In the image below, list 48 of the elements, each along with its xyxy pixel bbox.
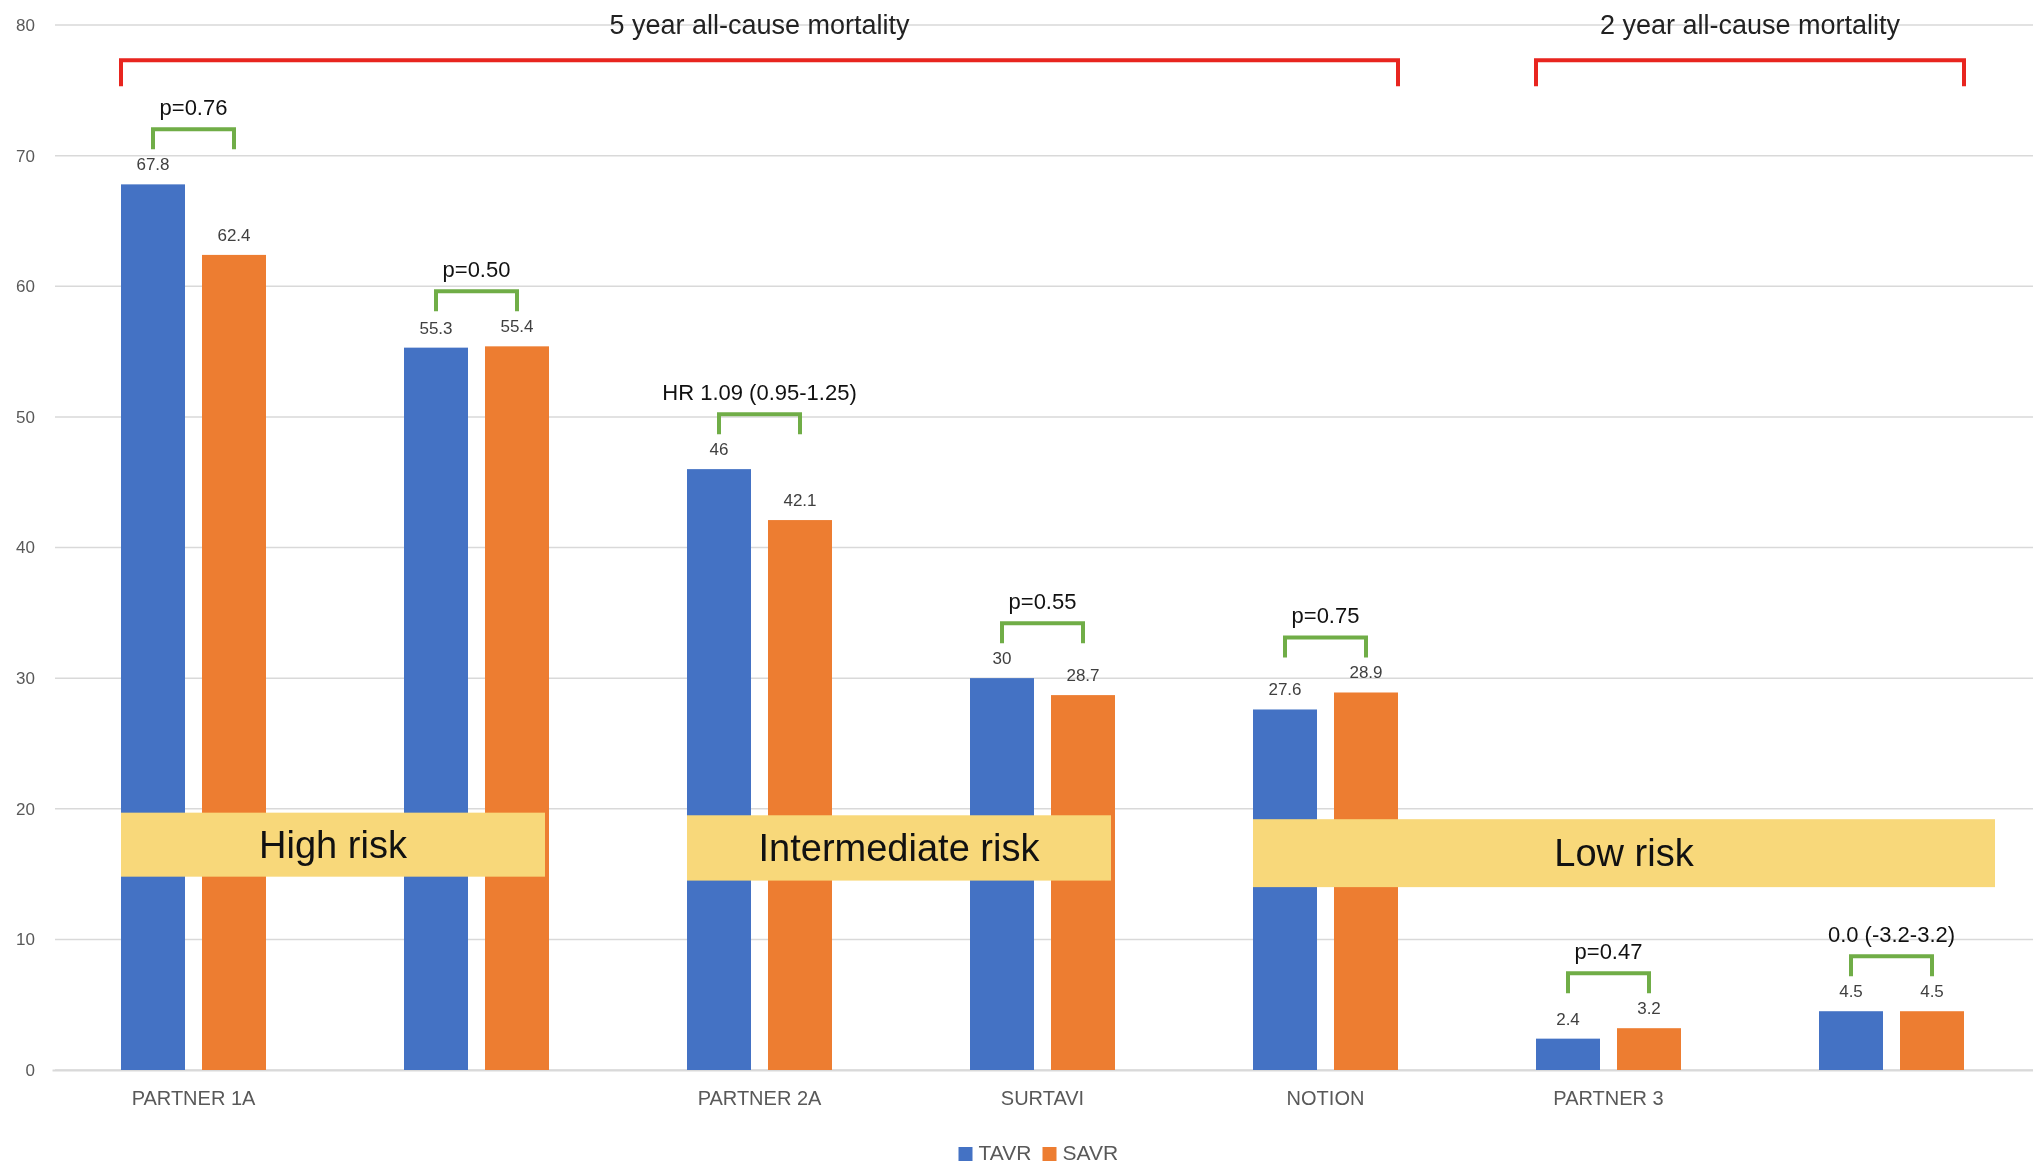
bar (1900, 1011, 1964, 1070)
x-tick-label: NOTION (1286, 1087, 1365, 1109)
y-tick-label: 60 (16, 277, 35, 297)
data-label: 3.2 (1637, 999, 1661, 1019)
y-tick-label: 20 (16, 799, 35, 819)
y-tick-label: 10 (16, 930, 35, 950)
annotation: Low risk (1554, 832, 1695, 875)
annotation: Intermediate risk (758, 826, 1041, 869)
annotation: p=0.47 (1574, 939, 1643, 965)
x-tick-label: PARTNER 1A (131, 1087, 257, 1109)
bar (1617, 1028, 1681, 1070)
legend-label: TAVR (978, 1141, 1032, 1164)
bar (1819, 1011, 1883, 1070)
data-label: 28.9 (1349, 663, 1383, 683)
data-label: 55.3 (419, 318, 453, 338)
y-tick-label: 40 (16, 538, 35, 558)
annotation: p=0.76 (159, 95, 228, 121)
y-tick-label: 80 (16, 15, 35, 35)
data-label: 42.1 (783, 491, 817, 511)
bar (485, 346, 549, 1070)
bar (1536, 1038, 1600, 1070)
x-tick-label: SURTAVI (1000, 1087, 1085, 1109)
y-tick-label: 50 (16, 407, 35, 427)
data-label: 30 (992, 649, 1012, 669)
y-tick-label: 70 (16, 146, 35, 166)
x-tick-label: PARTNER 2A (697, 1087, 823, 1109)
data-label: 4.5 (1839, 982, 1863, 1002)
bar (121, 184, 185, 1070)
annotation: 0.0 (-3.2-3.2) (1827, 922, 1956, 948)
annotation: 2 year all-cause mortality (1599, 10, 1901, 40)
annotation: p=0.75 (1291, 603, 1360, 629)
legend-label: SAVR (1062, 1141, 1119, 1164)
data-label: 62.4 (217, 225, 251, 245)
data-label: 28.7 (1066, 666, 1100, 686)
data-label: 67.8 (136, 155, 170, 175)
data-label: 4.5 (1920, 982, 1944, 1002)
data-label: 55.4 (500, 317, 534, 337)
annotation: p=0.55 (1008, 589, 1077, 615)
x-tick-label: PARTNER 3 (1553, 1087, 1664, 1109)
annotation: 5 year all-cause mortality (609, 10, 911, 40)
y-tick-label: 0 (25, 1060, 35, 1080)
annotation: High risk (259, 823, 408, 866)
y-tick-label: 30 (16, 669, 35, 689)
data-label: 46 (709, 440, 729, 460)
annotation: p=0.50 (442, 257, 511, 283)
data-label: 27.6 (1268, 680, 1302, 700)
data-label: 2.4 (1556, 1009, 1580, 1029)
annotation: HR 1.09 (0.95-1.25) (662, 380, 857, 406)
